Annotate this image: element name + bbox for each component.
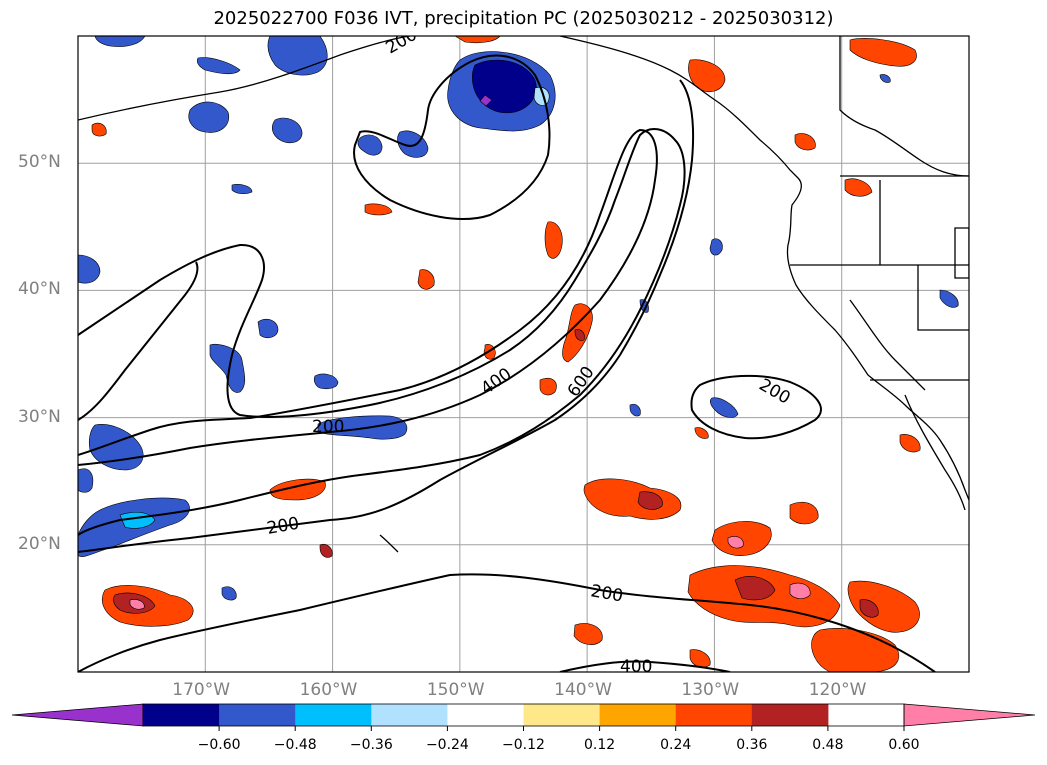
colorbar-tick-label: −0.24	[425, 737, 469, 753]
colorbar-tick-label: 0.48	[812, 737, 844, 753]
longitude-label: 160°W	[299, 680, 358, 700]
coastline	[78, 36, 969, 553]
colorbar-tick-label: −0.60	[197, 737, 241, 753]
colorbar-segment	[599, 704, 677, 726]
colorbar-tick-label: 0.24	[660, 737, 692, 753]
longitude-label: 150°W	[426, 680, 485, 700]
colorbar-tick-label: −0.48	[273, 737, 317, 753]
colorbar-extend-low	[11, 703, 144, 727]
map-title: 2025022700 F036 IVT, precipitation PC (2…	[213, 8, 834, 29]
contour-label-200: 200	[312, 417, 344, 437]
colorbar-tick-label: 0.36	[736, 737, 768, 753]
longitude-label: 130°W	[681, 680, 740, 700]
colorbar-tick-label: 0.12	[584, 737, 616, 753]
graticule	[78, 36, 969, 672]
colorbar-tick-label: −0.36	[349, 737, 393, 753]
colorbar-segment	[675, 704, 753, 726]
colorbar-segment	[371, 704, 448, 726]
colorbar	[11, 703, 1036, 731]
colorbar-segment	[447, 704, 524, 726]
latitude-label: 50°N	[18, 152, 61, 173]
latitude-label: 20°N	[18, 533, 61, 554]
contour-label-400: 400	[620, 657, 652, 677]
longitude-label: 140°W	[554, 680, 612, 700]
ivt-contours	[78, 54, 936, 672]
precip-negative-anomaly	[78, 36, 959, 601]
latitude-label: 40°N	[18, 279, 61, 300]
colorbar-tick-label: −0.12	[502, 737, 545, 753]
colorbar-extend-high	[903, 703, 1036, 727]
colorbar-segment	[295, 704, 372, 726]
precip-positive-anomaly	[91, 36, 921, 672]
longitude-label: 170°W	[172, 680, 231, 700]
colorbar-tick-label: 0.60	[888, 737, 920, 753]
map-frame	[77, 35, 970, 673]
colorbar-segment	[143, 704, 220, 726]
longitude-label: 120°W	[808, 680, 867, 700]
latitude-label: 30°N	[18, 406, 61, 427]
colorbar-segment	[219, 704, 296, 726]
colorbar-segment	[751, 704, 829, 726]
colorbar-segment	[523, 704, 601, 726]
